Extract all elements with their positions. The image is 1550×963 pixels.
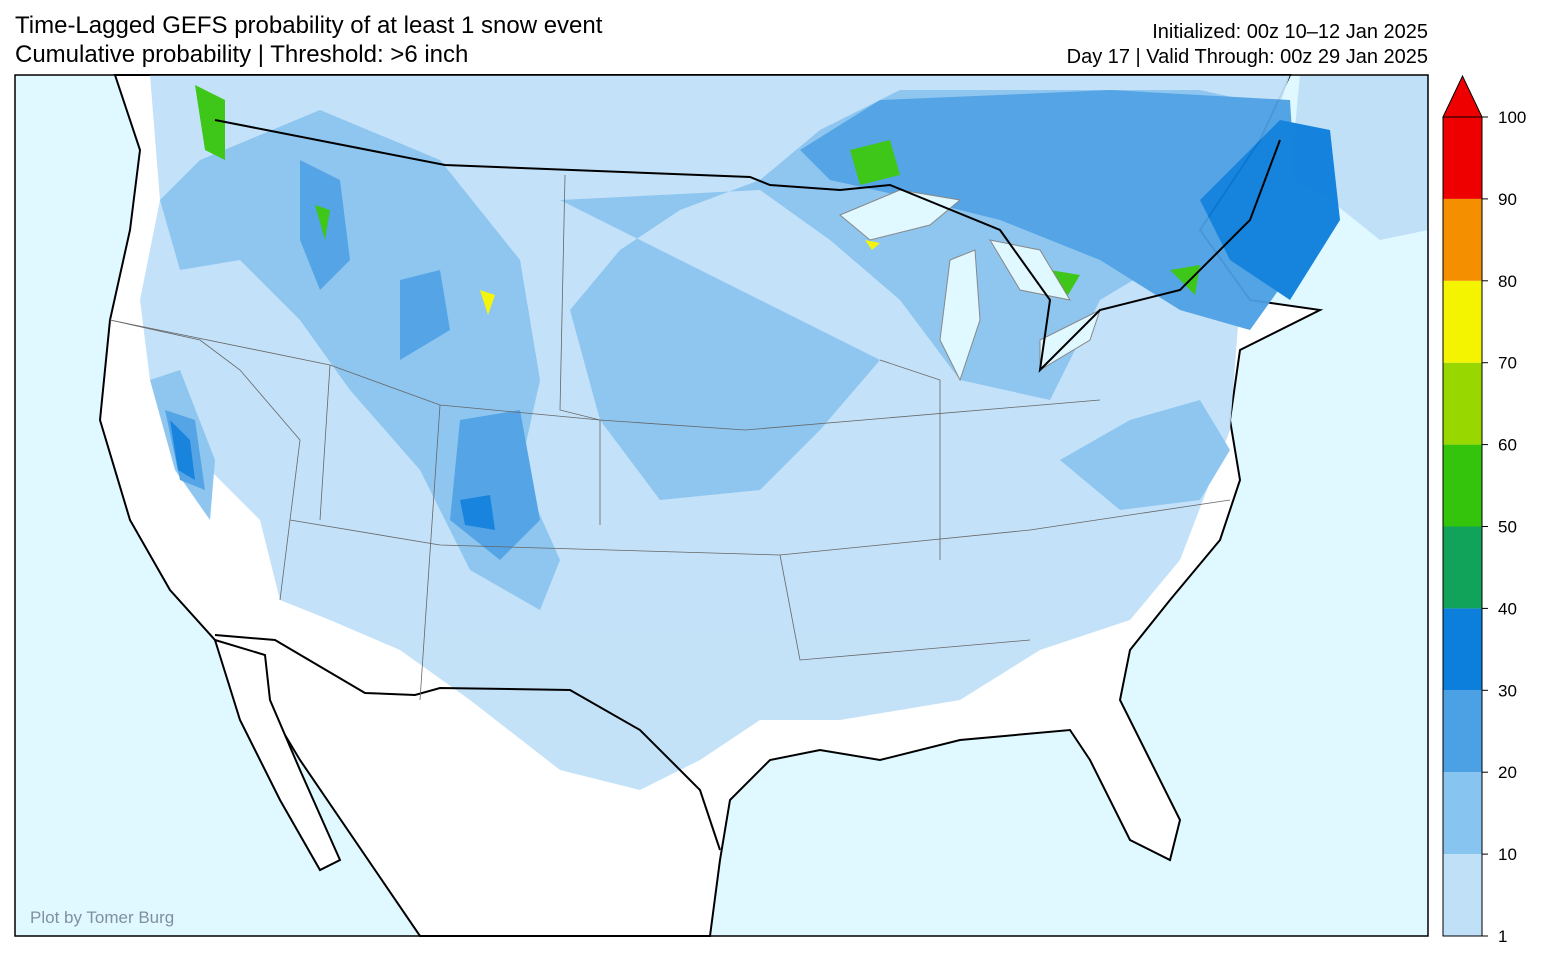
subtitle: Cumulative probability | Threshold: >6 i… xyxy=(15,41,468,68)
colorbar-label: 1 xyxy=(1498,927,1507,946)
colorbar-bin xyxy=(1443,280,1482,363)
colorbar: 1 10 20 30 40 50 60 70 80 90 100 xyxy=(1442,74,1526,946)
colorbar-bin xyxy=(1443,854,1482,936)
canada-east xyxy=(1290,75,1428,240)
colorbar-bin xyxy=(1443,117,1482,199)
border-mexico xyxy=(214,634,721,851)
map xyxy=(15,74,1428,937)
border-canada xyxy=(214,119,1281,373)
colorbar-label: 80 xyxy=(1498,272,1517,291)
colorbar-label: 10 xyxy=(1498,845,1517,864)
colorbar-label: 70 xyxy=(1498,354,1517,373)
colorbar-bin xyxy=(1443,198,1482,281)
colorbar-bin xyxy=(1443,362,1482,445)
state-lines xyxy=(109,174,1231,701)
colorbar-bin xyxy=(1443,444,1482,527)
baja xyxy=(213,638,342,872)
colorbar-label: 50 xyxy=(1498,518,1517,537)
colorbar-label: 100 xyxy=(1498,108,1526,127)
colorbar-bin xyxy=(1443,690,1482,773)
credit: Plot by Tomer Burg xyxy=(30,908,174,927)
valid-text: Day 17 | Valid Through: 00z 29 Jan 2025 xyxy=(1067,46,1428,68)
colorbar-label: 30 xyxy=(1498,681,1517,700)
map-frame xyxy=(14,74,1429,937)
colorbar-bin xyxy=(1443,526,1482,609)
init-text: Initialized: 00z 10–12 Jan 2025 xyxy=(1152,21,1428,43)
colorbar-bin xyxy=(1443,772,1482,855)
title: Time-Lagged GEFS probability of at least… xyxy=(15,12,603,39)
colorbar-bin xyxy=(1443,608,1482,691)
colorbar-label: 20 xyxy=(1498,763,1517,782)
colorbar-extend xyxy=(1442,74,1483,118)
colorbar-label: 90 xyxy=(1498,190,1517,209)
colorbar-label: 60 xyxy=(1498,436,1517,455)
colorbar-label: 40 xyxy=(1498,599,1517,618)
